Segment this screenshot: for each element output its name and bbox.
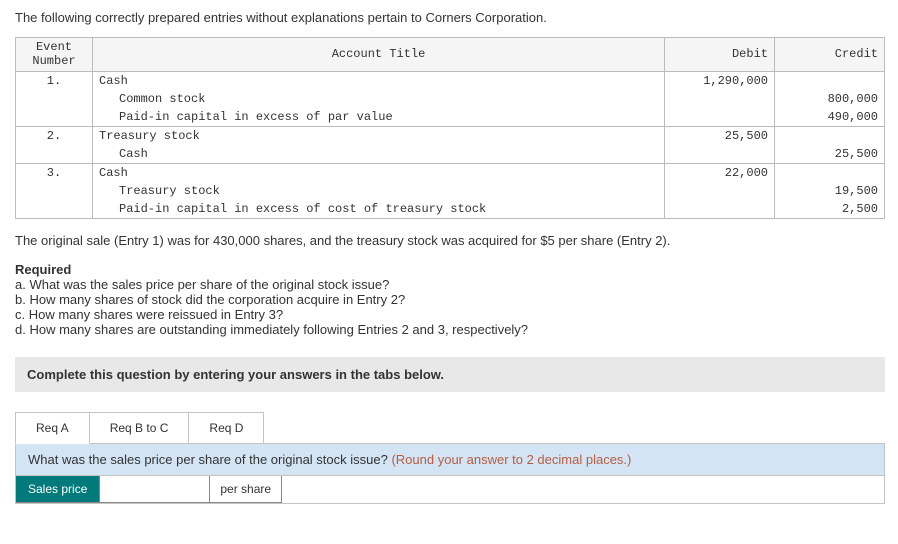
table-row: Paid-in capital in excess of cost of tre…	[16, 200, 885, 219]
event-number-cell	[16, 90, 93, 108]
table-row: Cash 25,500	[16, 145, 885, 164]
table-row: 2.Treasury stock25,500	[16, 126, 885, 145]
debit-cell: 22,000	[665, 163, 775, 182]
required-heading: Required	[15, 262, 883, 277]
question-hint: (Round your answer to 2 decimal places.)	[391, 452, 631, 467]
event-number-cell	[16, 108, 93, 127]
event-number-cell	[16, 145, 93, 164]
header-account-title: Account Title	[93, 38, 665, 72]
account-title-cell: Paid-in capital in excess of cost of tre…	[93, 200, 665, 219]
event-number-cell	[16, 182, 93, 200]
debit-cell	[665, 182, 775, 200]
credit-cell	[775, 163, 885, 182]
credit-cell: 490,000	[775, 108, 885, 127]
header-debit: Debit	[665, 38, 775, 72]
credit-cell: 800,000	[775, 90, 885, 108]
question-text: What was the sales price per share of th…	[16, 444, 884, 476]
account-title-cell: Treasury stock	[93, 126, 665, 145]
required-item: c. How many shares were reissued in Entr…	[15, 307, 883, 322]
debit-cell	[665, 145, 775, 164]
credit-cell: 2,500	[775, 200, 885, 219]
credit-cell: 19,500	[775, 182, 885, 200]
required-item: a. What was the sales price per share of…	[15, 277, 883, 292]
required-item: d. How many shares are outstanding immed…	[15, 322, 883, 337]
answer-row: Sales price per share	[16, 476, 884, 503]
table-row: 3.Cash22,000	[16, 163, 885, 182]
debit-cell: 1,290,000	[665, 71, 775, 90]
tab-req-a[interactable]: Req A	[15, 412, 90, 444]
tabs-container: Req A Req B to C Req D	[15, 412, 883, 444]
event-number-cell: 3.	[16, 163, 93, 182]
table-row: Treasury stock 19,500	[16, 182, 885, 200]
header-credit: Credit	[775, 38, 885, 72]
sales-price-input[interactable]	[100, 476, 210, 503]
debit-cell	[665, 90, 775, 108]
account-title-cell: Cash	[93, 71, 665, 90]
answer-unit: per share	[210, 476, 282, 503]
credit-cell	[775, 126, 885, 145]
question-main: What was the sales price per share of th…	[28, 452, 391, 467]
table-row: 1.Cash1,290,000	[16, 71, 885, 90]
debit-cell: 25,500	[665, 126, 775, 145]
account-title-cell: Cash	[93, 145, 665, 164]
intro-text: The following correctly prepared entries…	[15, 10, 883, 25]
event-number-cell	[16, 200, 93, 219]
account-title-cell: Paid-in capital in excess of par value	[93, 108, 665, 127]
instruction-bar: Complete this question by entering your …	[15, 357, 885, 392]
answer-label: Sales price	[16, 476, 100, 503]
context-text: The original sale (Entry 1) was for 430,…	[15, 233, 883, 248]
tab-req-b-to-c[interactable]: Req B to C	[89, 412, 190, 444]
event-number-cell: 1.	[16, 71, 93, 90]
required-block: Required a. What was the sales price per…	[15, 262, 883, 337]
credit-cell: 25,500	[775, 145, 885, 164]
account-title-cell: Common stock	[93, 90, 665, 108]
account-title-cell: Treasury stock	[93, 182, 665, 200]
table-row: Common stock 800,000	[16, 90, 885, 108]
debit-cell	[665, 200, 775, 219]
debit-cell	[665, 108, 775, 127]
credit-cell	[775, 71, 885, 90]
required-item: b. How many shares of stock did the corp…	[15, 292, 883, 307]
account-title-cell: Cash	[93, 163, 665, 182]
journal-entries-table: EventNumber Account Title Debit Credit 1…	[15, 37, 885, 219]
event-number-cell: 2.	[16, 126, 93, 145]
table-row: Paid-in capital in excess of par value 49…	[16, 108, 885, 127]
tab-panel-req-a: What was the sales price per share of th…	[15, 443, 885, 504]
tab-req-d[interactable]: Req D	[188, 412, 264, 444]
header-event-number: EventNumber	[16, 38, 93, 72]
